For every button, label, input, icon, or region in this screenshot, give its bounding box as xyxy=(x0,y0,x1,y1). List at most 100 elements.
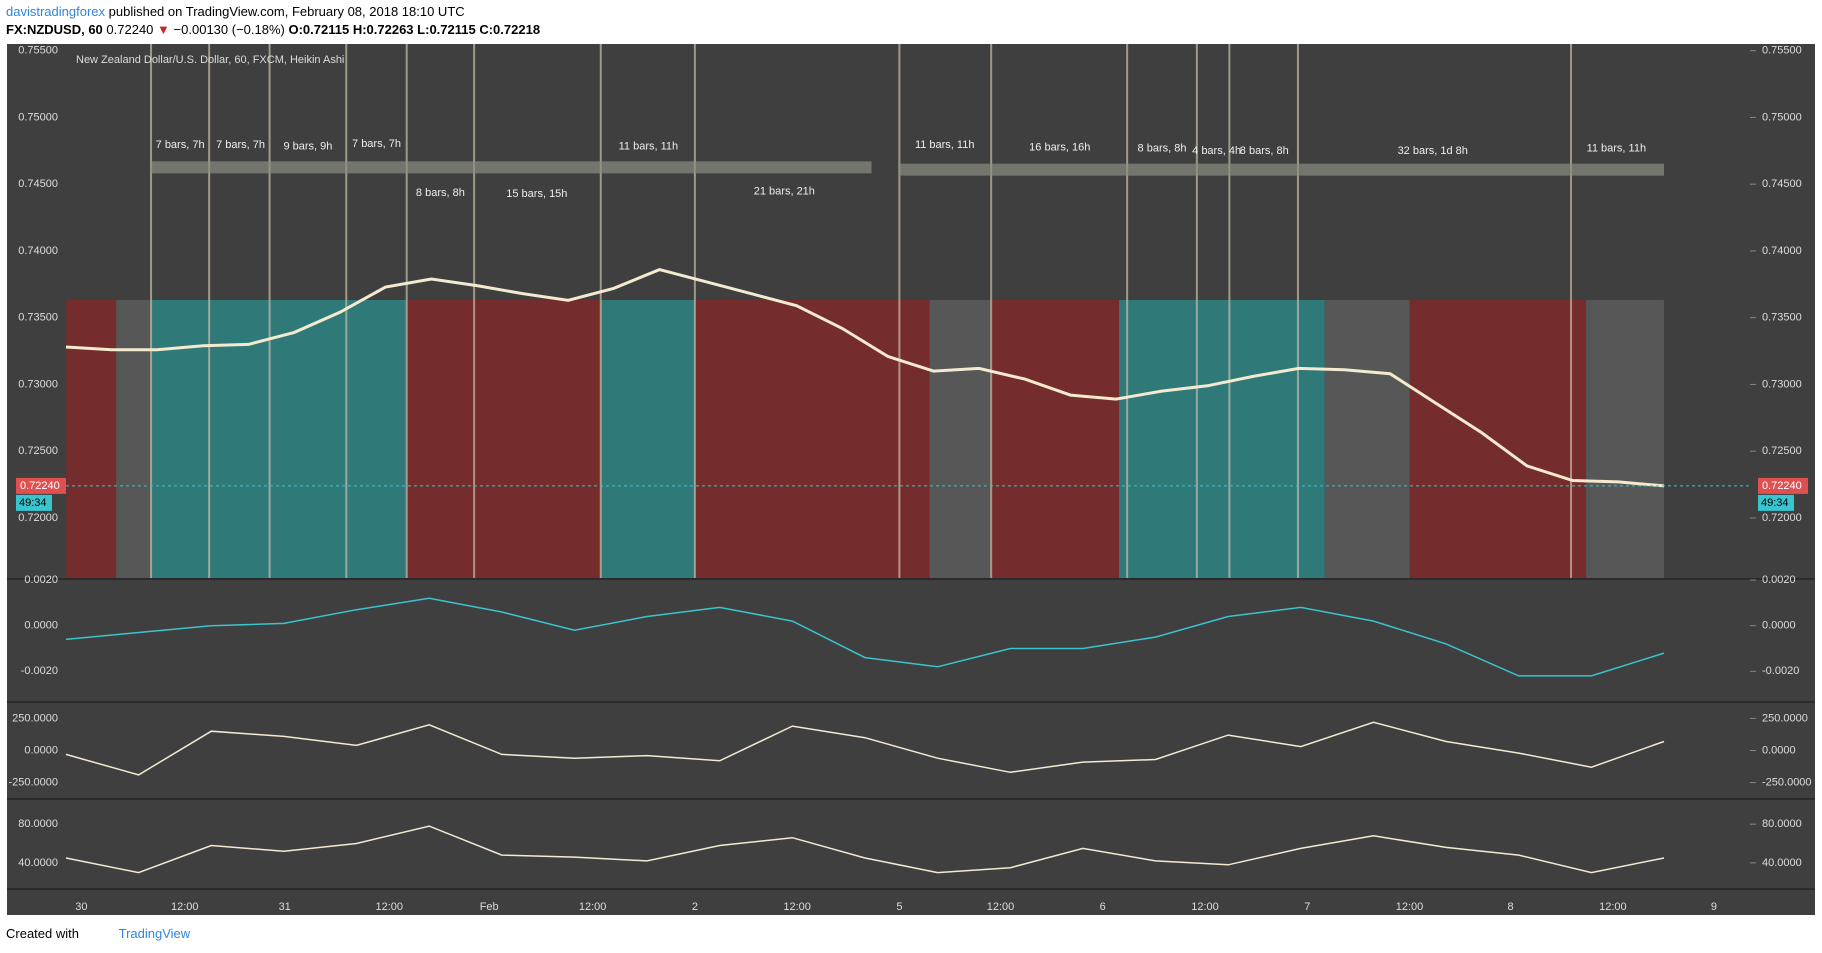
zone xyxy=(991,300,1120,578)
countdown-tag xyxy=(16,494,52,511)
range-label: 7 bars, 7h xyxy=(352,138,401,150)
x-tick-label: Feb xyxy=(480,901,499,913)
y-tick-label-right: 0.74500 xyxy=(1762,178,1802,190)
series-line xyxy=(65,825,1665,874)
y-tick-label: 0.74500 xyxy=(18,178,58,190)
down-arrow: ▼ xyxy=(157,22,170,37)
zone xyxy=(151,300,270,578)
series-line xyxy=(65,597,1665,677)
x-tick-label: 12:00 xyxy=(783,901,811,913)
x-tick-label: 12:00 xyxy=(579,901,607,913)
high: H:0.72263 xyxy=(352,22,414,37)
y-tick-label-right: 0.72000 xyxy=(1762,512,1802,524)
y-tick-label-right: 0.0000 xyxy=(1762,620,1796,632)
zone xyxy=(1229,300,1325,578)
range-label: 8 bars, 8h xyxy=(1138,143,1187,155)
x-tick-label: 9 xyxy=(1711,901,1717,913)
zone xyxy=(1409,300,1587,578)
y-tick-label-right: 0.74000 xyxy=(1762,245,1802,257)
y-tick-label-right: -0.0020 xyxy=(1762,665,1799,677)
x-tick-label: 12:00 xyxy=(376,901,404,913)
x-tick-label: 2 xyxy=(692,901,698,913)
x-tick-label: 31 xyxy=(279,901,291,913)
zone xyxy=(1119,300,1230,578)
range-label: 8 bars, 8h xyxy=(1240,145,1289,157)
last-price-tag-right-text: 0.72240 xyxy=(1762,480,1802,492)
zone xyxy=(929,300,992,578)
range-label: 9 bars, 9h xyxy=(283,140,332,152)
y-tick-label: 250.0000 xyxy=(12,712,58,724)
zone xyxy=(1586,300,1664,578)
x-tick-label: 12:00 xyxy=(987,901,1015,913)
y-tick-label-right: 40.0000 xyxy=(1762,857,1802,869)
zone xyxy=(66,300,117,578)
range-label: 11 bars, 11h xyxy=(619,140,679,152)
zone xyxy=(406,300,601,578)
y-tick-label: 0.75500 xyxy=(18,45,58,57)
zone xyxy=(269,300,407,578)
zone xyxy=(1324,300,1410,578)
last-price-tag-left-text: 0.72240 xyxy=(20,480,60,492)
brand[interactable]: TradingView xyxy=(118,926,191,941)
countdown-tag xyxy=(1758,494,1794,511)
y-tick-label: 0.75000 xyxy=(18,111,58,123)
y-tick-label-right: -250.0000 xyxy=(1762,777,1812,789)
y-tick-label-right: 0.0000 xyxy=(1762,744,1796,756)
range-label: 32 bars, 1d 8h xyxy=(1398,145,1468,157)
range-label: 15 bars, 15h xyxy=(506,188,567,200)
y-tick-label: 0.73500 xyxy=(18,312,58,324)
x-tick-label: 12:00 xyxy=(1599,901,1627,913)
y-tick-label: 40.0000 xyxy=(18,857,58,869)
y-tick-label-right: 0.75500 xyxy=(1762,45,1802,57)
y-tick-label: 0.0000 xyxy=(24,744,58,756)
range-label: 11 bars, 11h xyxy=(915,139,975,151)
range-label: 16 bars, 16h xyxy=(1029,141,1090,153)
zone xyxy=(116,300,152,578)
x-tick-label: 6 xyxy=(1100,901,1106,913)
last: 0.72240 xyxy=(106,22,154,37)
last-price-tag-left xyxy=(16,477,66,494)
range-label: 4 bars, 4h xyxy=(1192,145,1241,157)
y-tick-label-right: 0.72500 xyxy=(1762,445,1802,457)
created: Created with xyxy=(6,926,79,941)
x-tick-label: 12:00 xyxy=(1396,901,1424,913)
y-tick-label: -250.0000 xyxy=(8,777,58,789)
countdown: 49:34 xyxy=(1761,497,1789,509)
series-line xyxy=(65,721,1665,776)
y-tick-label: -0.0020 xyxy=(21,665,58,677)
x-tick-label: 12:00 xyxy=(171,901,199,913)
x-tick-label: 12:00 xyxy=(1191,901,1219,913)
y-tick-label: 0.0000 xyxy=(24,620,58,632)
y-tick-label-right: 0.73500 xyxy=(1762,312,1802,324)
change: −0.00130 (−0.18%) xyxy=(173,22,285,37)
y-tick-label: 0.72500 xyxy=(18,445,58,457)
symbol-line: FX:NZDUSD, 60 0.72240 ▼ −0.00130 (−0.18%… xyxy=(6,22,540,37)
y-tick-label: 0.74000 xyxy=(18,245,58,257)
x-tick-label: 30 xyxy=(75,901,87,913)
published: published on TradingView.com, February 0… xyxy=(108,4,465,19)
close: C:0.72218 xyxy=(479,22,541,37)
zone xyxy=(600,300,695,578)
header-line: davistradingforex published on TradingVi… xyxy=(6,4,465,19)
y-tick-label-right: 80.0000 xyxy=(1762,818,1802,830)
low: L:0.72115 xyxy=(417,22,476,37)
range-label: 8 bars, 8h xyxy=(416,187,465,199)
author[interactable]: davistradingforex xyxy=(6,4,105,19)
range-label: 7 bars, 7h xyxy=(216,139,265,151)
footer: Created with TradingView xyxy=(6,926,190,941)
x-tick-label: 7 xyxy=(1304,901,1310,913)
range-label: 11 bars, 11h xyxy=(1587,143,1647,155)
open: O:0.72115 xyxy=(288,22,350,37)
y-tick-label: 0.72000 xyxy=(18,512,58,524)
y-tick-label-right: 250.0000 xyxy=(1762,712,1808,724)
range-label: 21 bars, 21h xyxy=(754,186,815,198)
y-tick-label-right: 0.73000 xyxy=(1762,378,1802,390)
y-tick-label-right: 0.0020 xyxy=(1762,574,1796,586)
last-price-tag-right xyxy=(1758,477,1808,494)
range-label: 7 bars, 7h xyxy=(156,139,205,151)
series-line xyxy=(65,268,1665,488)
zone xyxy=(694,300,930,578)
y-tick-label: 0.73000 xyxy=(18,378,58,390)
